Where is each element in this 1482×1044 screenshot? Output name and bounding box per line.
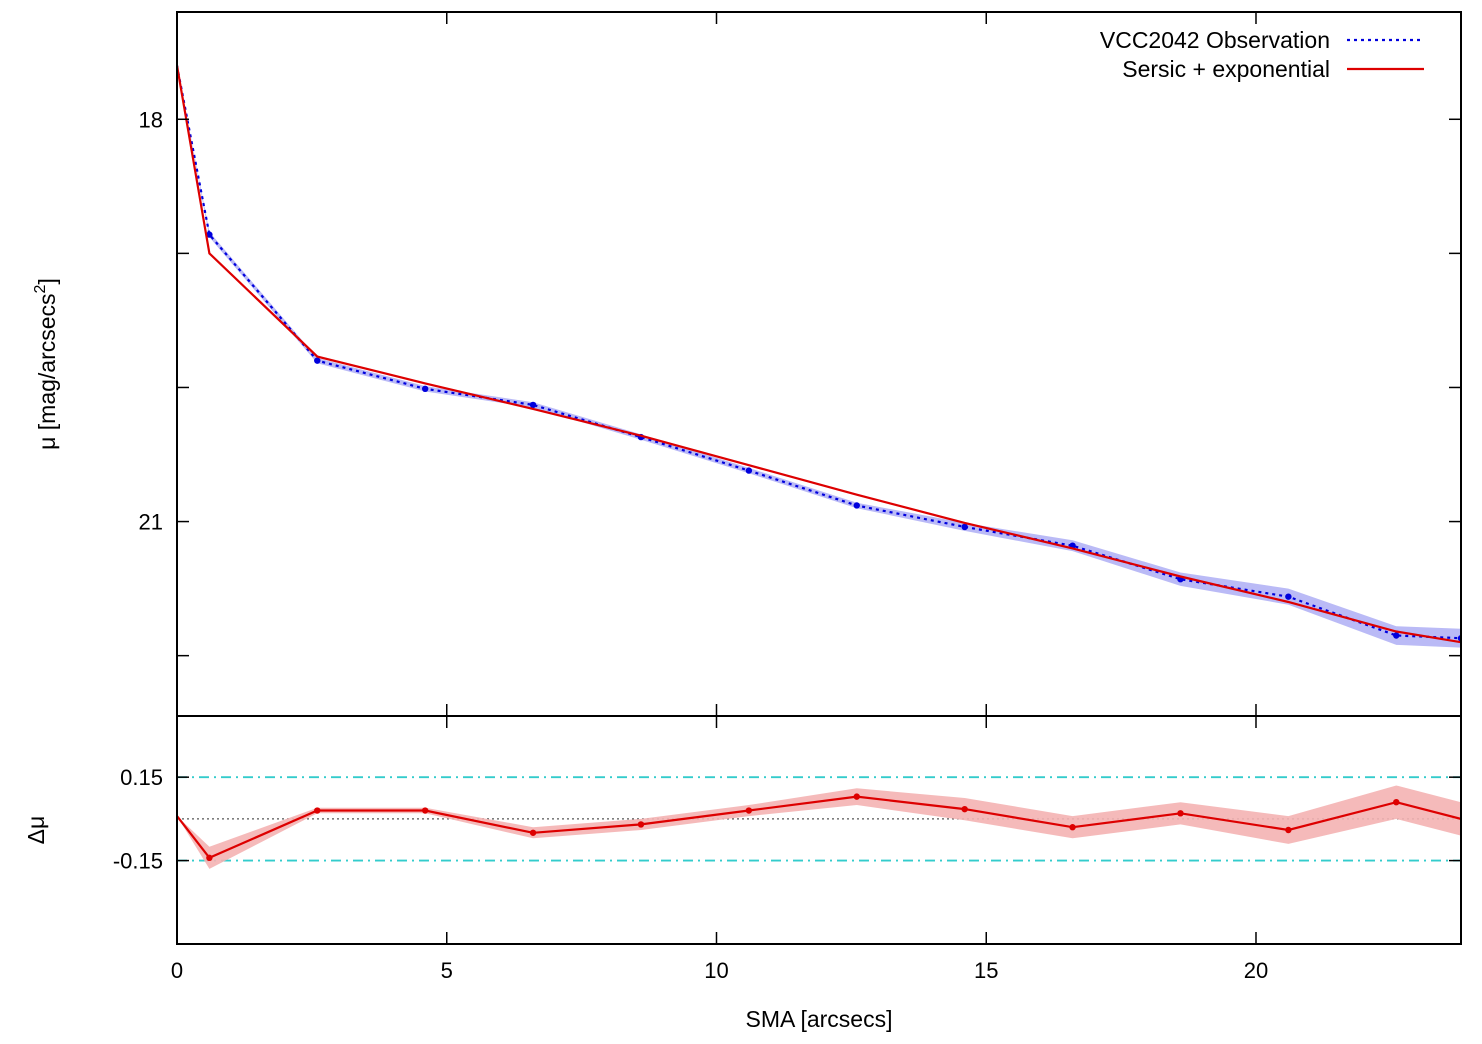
main-plot-area [177, 65, 1461, 648]
observation-point [745, 467, 753, 474]
y-tick-label: 18 [139, 107, 163, 132]
legend-label-model: Sersic + exponential [1122, 56, 1330, 82]
observation-point [1285, 593, 1292, 600]
residual-plot-area [177, 776, 1461, 869]
observation-series-line [177, 65, 1461, 640]
main-y-axis-label: μ [mag/arcsecs2] [32, 278, 60, 450]
residual-y-axis-label: Δμ [23, 816, 49, 845]
observation-point [314, 357, 321, 364]
residual-point [1393, 798, 1400, 806]
observation-point [529, 401, 537, 409]
observation-point [206, 231, 213, 238]
legend-label-observation: VCC2042 Observation [1100, 27, 1330, 53]
residual-y-ticks: 0.15 -0.15 [113, 765, 1461, 874]
residual-point [961, 805, 968, 813]
x-tick-label: 15 [974, 958, 998, 983]
x-tick-label: 20 [1244, 958, 1268, 983]
observation-point [961, 523, 968, 531]
x-tick-label: 5 [441, 958, 453, 983]
residual-point [1069, 824, 1076, 831]
legend: VCC2042 Observation Sersic + exponential [1100, 27, 1424, 82]
x-axis-label: SMA [arcsecs] [746, 1006, 893, 1032]
residual-point [1285, 826, 1292, 834]
residual-series-line [177, 795, 1461, 860]
residual-point [421, 807, 429, 814]
residual-y-tick-label: -0.15 [113, 849, 163, 874]
residual-point [853, 793, 860, 800]
residual-point [314, 807, 321, 814]
model-series-line [177, 65, 1461, 644]
residual-point [745, 807, 753, 814]
observation-error-band [177, 65, 1461, 648]
main-panel-frame [176, 11, 1462, 717]
residual-panel: 0.15 -0.15 0 5 10 15 20 Δμ SMA [arcsecs] [23, 715, 1462, 1032]
legend-entry-model: Sersic + exponential [1122, 56, 1424, 82]
residual-x-ticks: 0 5 10 15 20 [171, 716, 1268, 983]
residual-y-tick-label: 0.15 [120, 765, 163, 790]
residual-point [206, 854, 213, 862]
observation-point [1393, 632, 1400, 639]
x-tick-label: 0 [171, 958, 183, 983]
observation-point [421, 385, 429, 393]
residual-panel-frame [176, 715, 1462, 945]
observation-point [853, 502, 860, 509]
residual-point [1177, 810, 1184, 817]
x-tick-label: 10 [704, 958, 728, 983]
legend-entry-observation: VCC2042 Observation [1100, 27, 1424, 53]
residual-point [529, 829, 537, 836]
y-tick-label: 21 [139, 510, 163, 535]
residual-point [637, 821, 645, 828]
